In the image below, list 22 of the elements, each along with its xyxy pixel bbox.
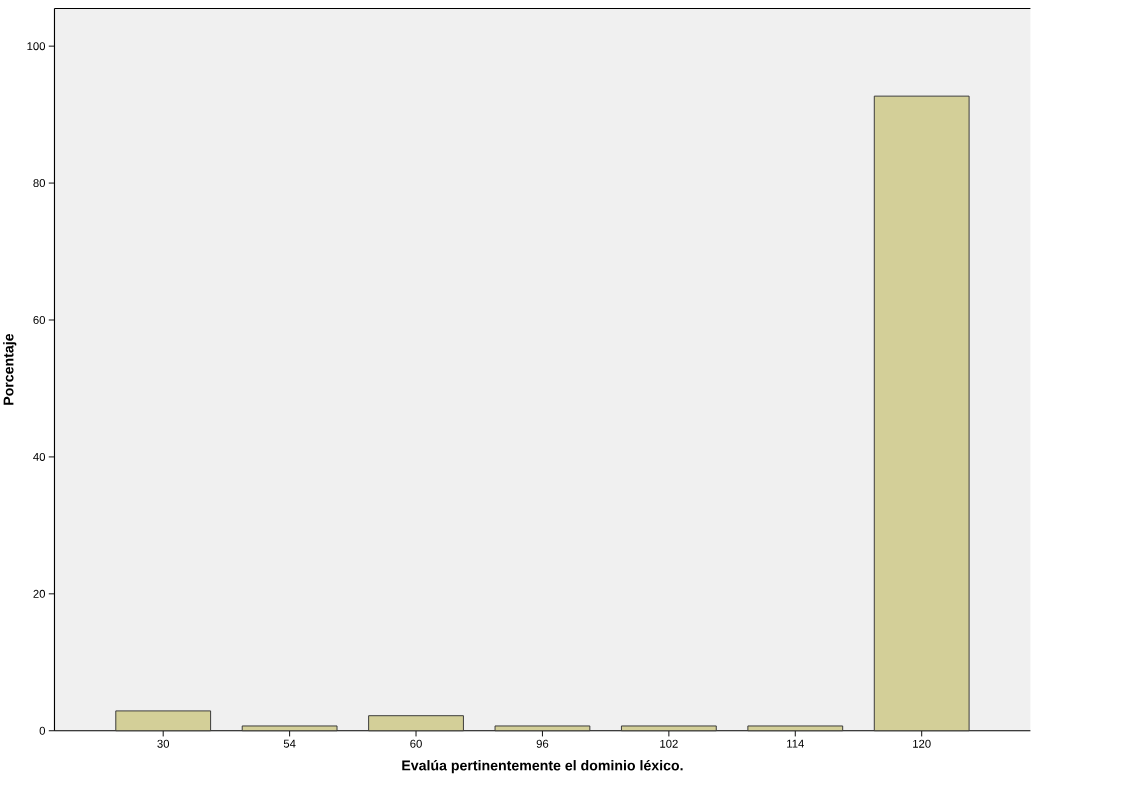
y-axis-title: Porcentaje [3, 333, 17, 405]
x-tick-label: 60 [410, 739, 422, 748]
bar [747, 725, 844, 732]
x-tick-label: 54 [283, 739, 296, 748]
bar [494, 725, 591, 732]
y-tick-label: 0 [39, 726, 46, 735]
bar [620, 725, 717, 732]
y-tick-label: 100 [27, 42, 46, 51]
x-tick-label: 30 [157, 739, 170, 748]
y-tick-label: 60 [33, 315, 46, 324]
y-tick-label: 20 [33, 589, 46, 598]
bar [368, 715, 464, 732]
x-tick-label: 96 [536, 739, 549, 748]
bar [873, 95, 970, 732]
x-tick-label: 120 [913, 739, 931, 748]
x-axis-title: Evalúa pertinentemente el dominio léxico. [402, 759, 683, 774]
bar [115, 710, 212, 732]
y-tick-label: 80 [33, 178, 46, 187]
x-tick-label: 102 [660, 739, 678, 748]
x-tick-label: 114 [787, 739, 804, 748]
bar [241, 725, 338, 732]
y-tick-label: 40 [33, 452, 46, 461]
